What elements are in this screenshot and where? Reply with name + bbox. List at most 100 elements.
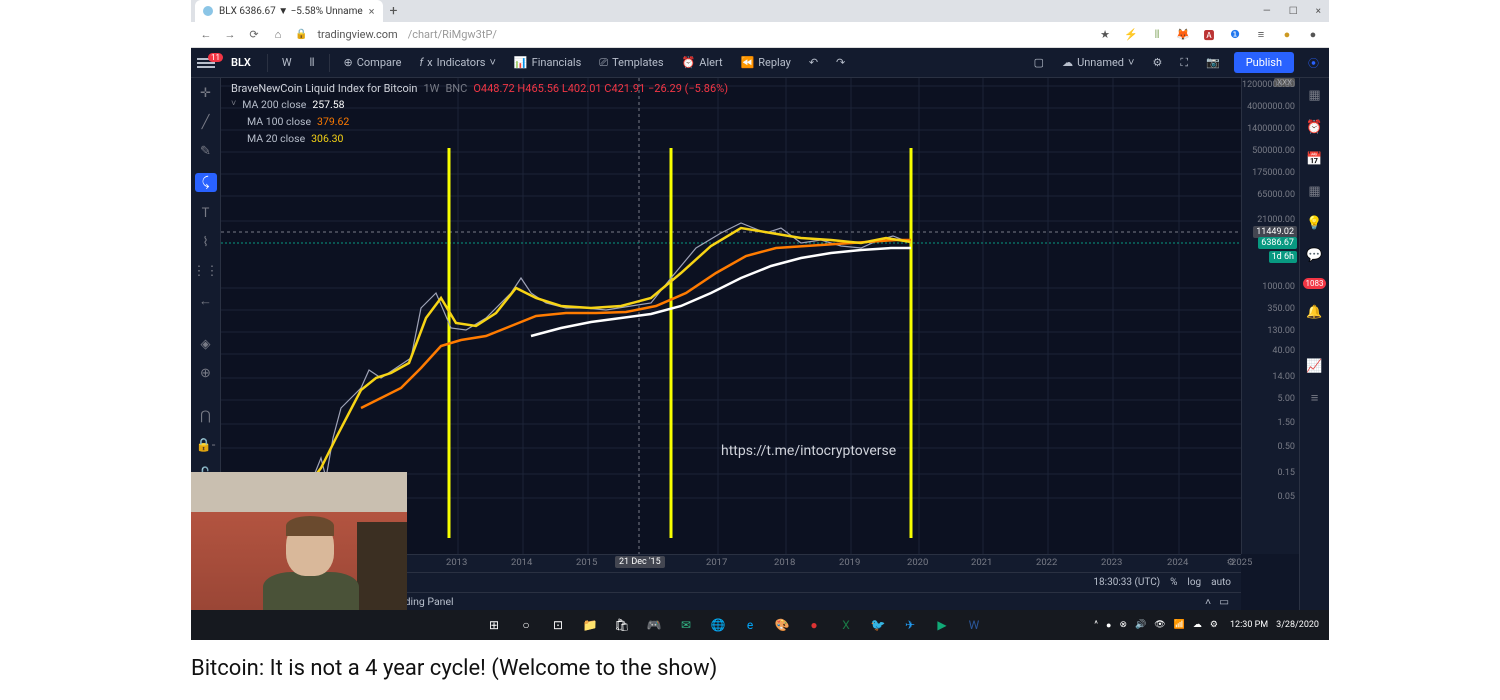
panel-icon[interactable]: ▭	[1219, 595, 1229, 608]
close-window-icon[interactable]: ×	[1316, 6, 1321, 17]
drawing-tool-icon[interactable]: ⤹	[195, 173, 217, 192]
panel-tool-icon[interactable]: ≡	[1306, 389, 1324, 407]
menu-icon[interactable]: 11	[197, 58, 215, 68]
tray-icon[interactable]: 📶	[1174, 620, 1185, 630]
fullscreen-icon[interactable]: ⛶	[1176, 54, 1192, 72]
extension-icon[interactable]: ≡	[1253, 27, 1269, 43]
x-tick-label: 2023	[1101, 557, 1122, 568]
close-tab-icon[interactable]: ×	[369, 5, 375, 18]
panel-tool-icon[interactable]: 💬	[1306, 246, 1324, 264]
panel-tool-icon[interactable]: 📅	[1306, 150, 1324, 168]
panel-tool-icon[interactable]: 📈	[1306, 357, 1324, 375]
reload-icon[interactable]: ⟳	[247, 28, 261, 41]
auto-button[interactable]: auto	[1211, 577, 1231, 588]
extension-icon[interactable]: ●	[1279, 27, 1295, 43]
templates-button[interactable]: ⎚ Templates	[595, 54, 667, 72]
drawing-tool-icon[interactable]: ⌇	[197, 235, 215, 250]
collapse-icon[interactable]: ˄	[1205, 595, 1211, 608]
taskbar-app-icon[interactable]: 🎮	[641, 614, 667, 636]
taskbar-app-icon[interactable]: W	[961, 614, 987, 636]
drawing-tool-icon[interactable]: ⋮⋮	[197, 264, 215, 279]
tray-icon[interactable]: ^	[1094, 620, 1098, 630]
drawing-tool-icon[interactable]: T	[197, 206, 215, 221]
compare-button[interactable]: ⊕ Compare	[340, 54, 406, 71]
panel-tool-icon[interactable]: ▦	[1306, 86, 1324, 104]
extension-icon[interactable]: ⫴	[1149, 27, 1165, 43]
taskbar-app-icon[interactable]: X	[833, 614, 859, 636]
taskbar-app-icon[interactable]: ○	[513, 614, 539, 636]
forward-icon[interactable]: →	[223, 28, 237, 41]
extension-icon[interactable]: ★	[1097, 27, 1113, 43]
ma-value: 306.30	[311, 130, 343, 147]
candle-icon[interactable]: ⦀	[306, 54, 319, 72]
taskbar-app-icon[interactable]: 🎨	[769, 614, 795, 636]
url-path[interactable]: /chart/RiMgw3tP/	[408, 28, 497, 41]
drawing-tool-icon[interactable]: ◈	[197, 337, 215, 352]
y-tick-label: 350.00	[1267, 304, 1295, 314]
favicon-icon	[203, 6, 213, 16]
y-tick-label: 21000.00	[1257, 215, 1295, 225]
save-layout-button[interactable]: ☁ Unnamed ˅	[1058, 54, 1138, 71]
taskbar-app-icon[interactable]: e	[737, 614, 763, 636]
taskbar-app-icon[interactable]: ⊞	[481, 614, 507, 636]
drawing-tool-icon[interactable]: ←	[197, 293, 215, 309]
screenshot-icon[interactable]: 📷	[1202, 54, 1224, 71]
panel-tool-icon[interactable]: ⏰	[1306, 118, 1324, 136]
taskbar-app-icon[interactable]: 📁	[577, 614, 603, 636]
y-tick-label: 0.50	[1277, 442, 1295, 452]
tray-icon[interactable]: ☁	[1193, 620, 1202, 630]
extension-icon[interactable]: 🅰	[1201, 27, 1217, 43]
financials-button[interactable]: 📊 Financials	[510, 54, 585, 71]
taskbar-app-icon[interactable]: ▶	[929, 614, 955, 636]
y-tick-label: 175000.00	[1252, 168, 1295, 178]
drawing-tool-icon[interactable]: ╱	[197, 115, 215, 130]
extension-icon[interactable]: ●	[1305, 27, 1321, 43]
drawing-tool-icon[interactable]: ⊕	[197, 366, 215, 381]
tray-icon[interactable]: 👁	[1154, 620, 1165, 630]
extension-icon[interactable]: 🦊	[1175, 27, 1191, 43]
url-host[interactable]: tradingview.com	[317, 28, 397, 41]
interval-button[interactable]: W	[278, 54, 296, 71]
publish-button[interactable]: Publish	[1234, 52, 1294, 73]
extension-icon[interactable]: ❶	[1227, 27, 1243, 43]
pct-button[interactable]: %	[1170, 577, 1177, 588]
alert-button[interactable]: ⏰ Alert	[678, 54, 727, 71]
play-icon[interactable]: ⦿	[1304, 53, 1323, 73]
new-tab-button[interactable]: +	[383, 3, 405, 19]
symbol-button[interactable]: BLX	[225, 56, 257, 69]
undo-icon[interactable]: ↶	[805, 54, 822, 71]
taskbar-app-icon[interactable]: ●	[801, 614, 827, 636]
legend-collapse-icon[interactable]: ˅	[231, 96, 236, 113]
extension-icon[interactable]: ⚡	[1123, 27, 1139, 43]
back-icon[interactable]: ←	[199, 28, 213, 41]
tray-icon[interactable]: ⊗	[1119, 620, 1127, 630]
replay-button[interactable]: ⏪ Replay	[737, 54, 795, 71]
tray-icon[interactable]: ●	[1106, 620, 1111, 631]
tray-icon[interactable]: ⚙	[1210, 620, 1218, 630]
taskbar-app-icon[interactable]: 🐦	[865, 614, 891, 636]
taskbar-app-icon[interactable]: 🛍	[609, 614, 635, 636]
browser-tab[interactable]: BLX 6386.67 ▼ −5.58% Unname ×	[195, 0, 383, 22]
taskbar-app-icon[interactable]: 🌐	[705, 614, 731, 636]
panel-tool-icon[interactable]: 🔔	[1306, 303, 1324, 321]
minimize-icon[interactable]: —	[1263, 6, 1271, 17]
drawing-tool-icon[interactable]: ⋂	[197, 409, 215, 424]
redo-icon[interactable]: ↷	[832, 54, 849, 71]
drawing-tool-icon[interactable]: ✛	[197, 86, 215, 101]
maximize-icon[interactable]: ☐	[1289, 6, 1298, 17]
video-caption: Bitcoin: It is not a 4 year cycle! (Welc…	[191, 656, 717, 681]
panel-tool-icon[interactable]: 💡	[1306, 214, 1324, 232]
drawing-tool-icon[interactable]: 🔒-	[197, 438, 215, 453]
taskbar-app-icon[interactable]: ✈	[897, 614, 923, 636]
log-button[interactable]: log	[1187, 577, 1201, 588]
taskbar-time: 12:30 PM	[1230, 620, 1268, 631]
panel-tool-icon[interactable]: ▦	[1306, 182, 1324, 200]
indicators-button[interactable]: fx Indicators ˅	[415, 54, 499, 71]
taskbar-app-icon[interactable]: ⊡	[545, 614, 571, 636]
drawing-tool-icon[interactable]: ✎	[197, 144, 215, 159]
layout-icon[interactable]: ▢	[1030, 54, 1048, 71]
home-icon[interactable]: ⌂	[271, 28, 285, 41]
settings-icon[interactable]: ⚙	[1148, 54, 1166, 71]
tray-icon[interactable]: 🔊	[1135, 620, 1146, 630]
taskbar-app-icon[interactable]: ✉	[673, 614, 699, 636]
